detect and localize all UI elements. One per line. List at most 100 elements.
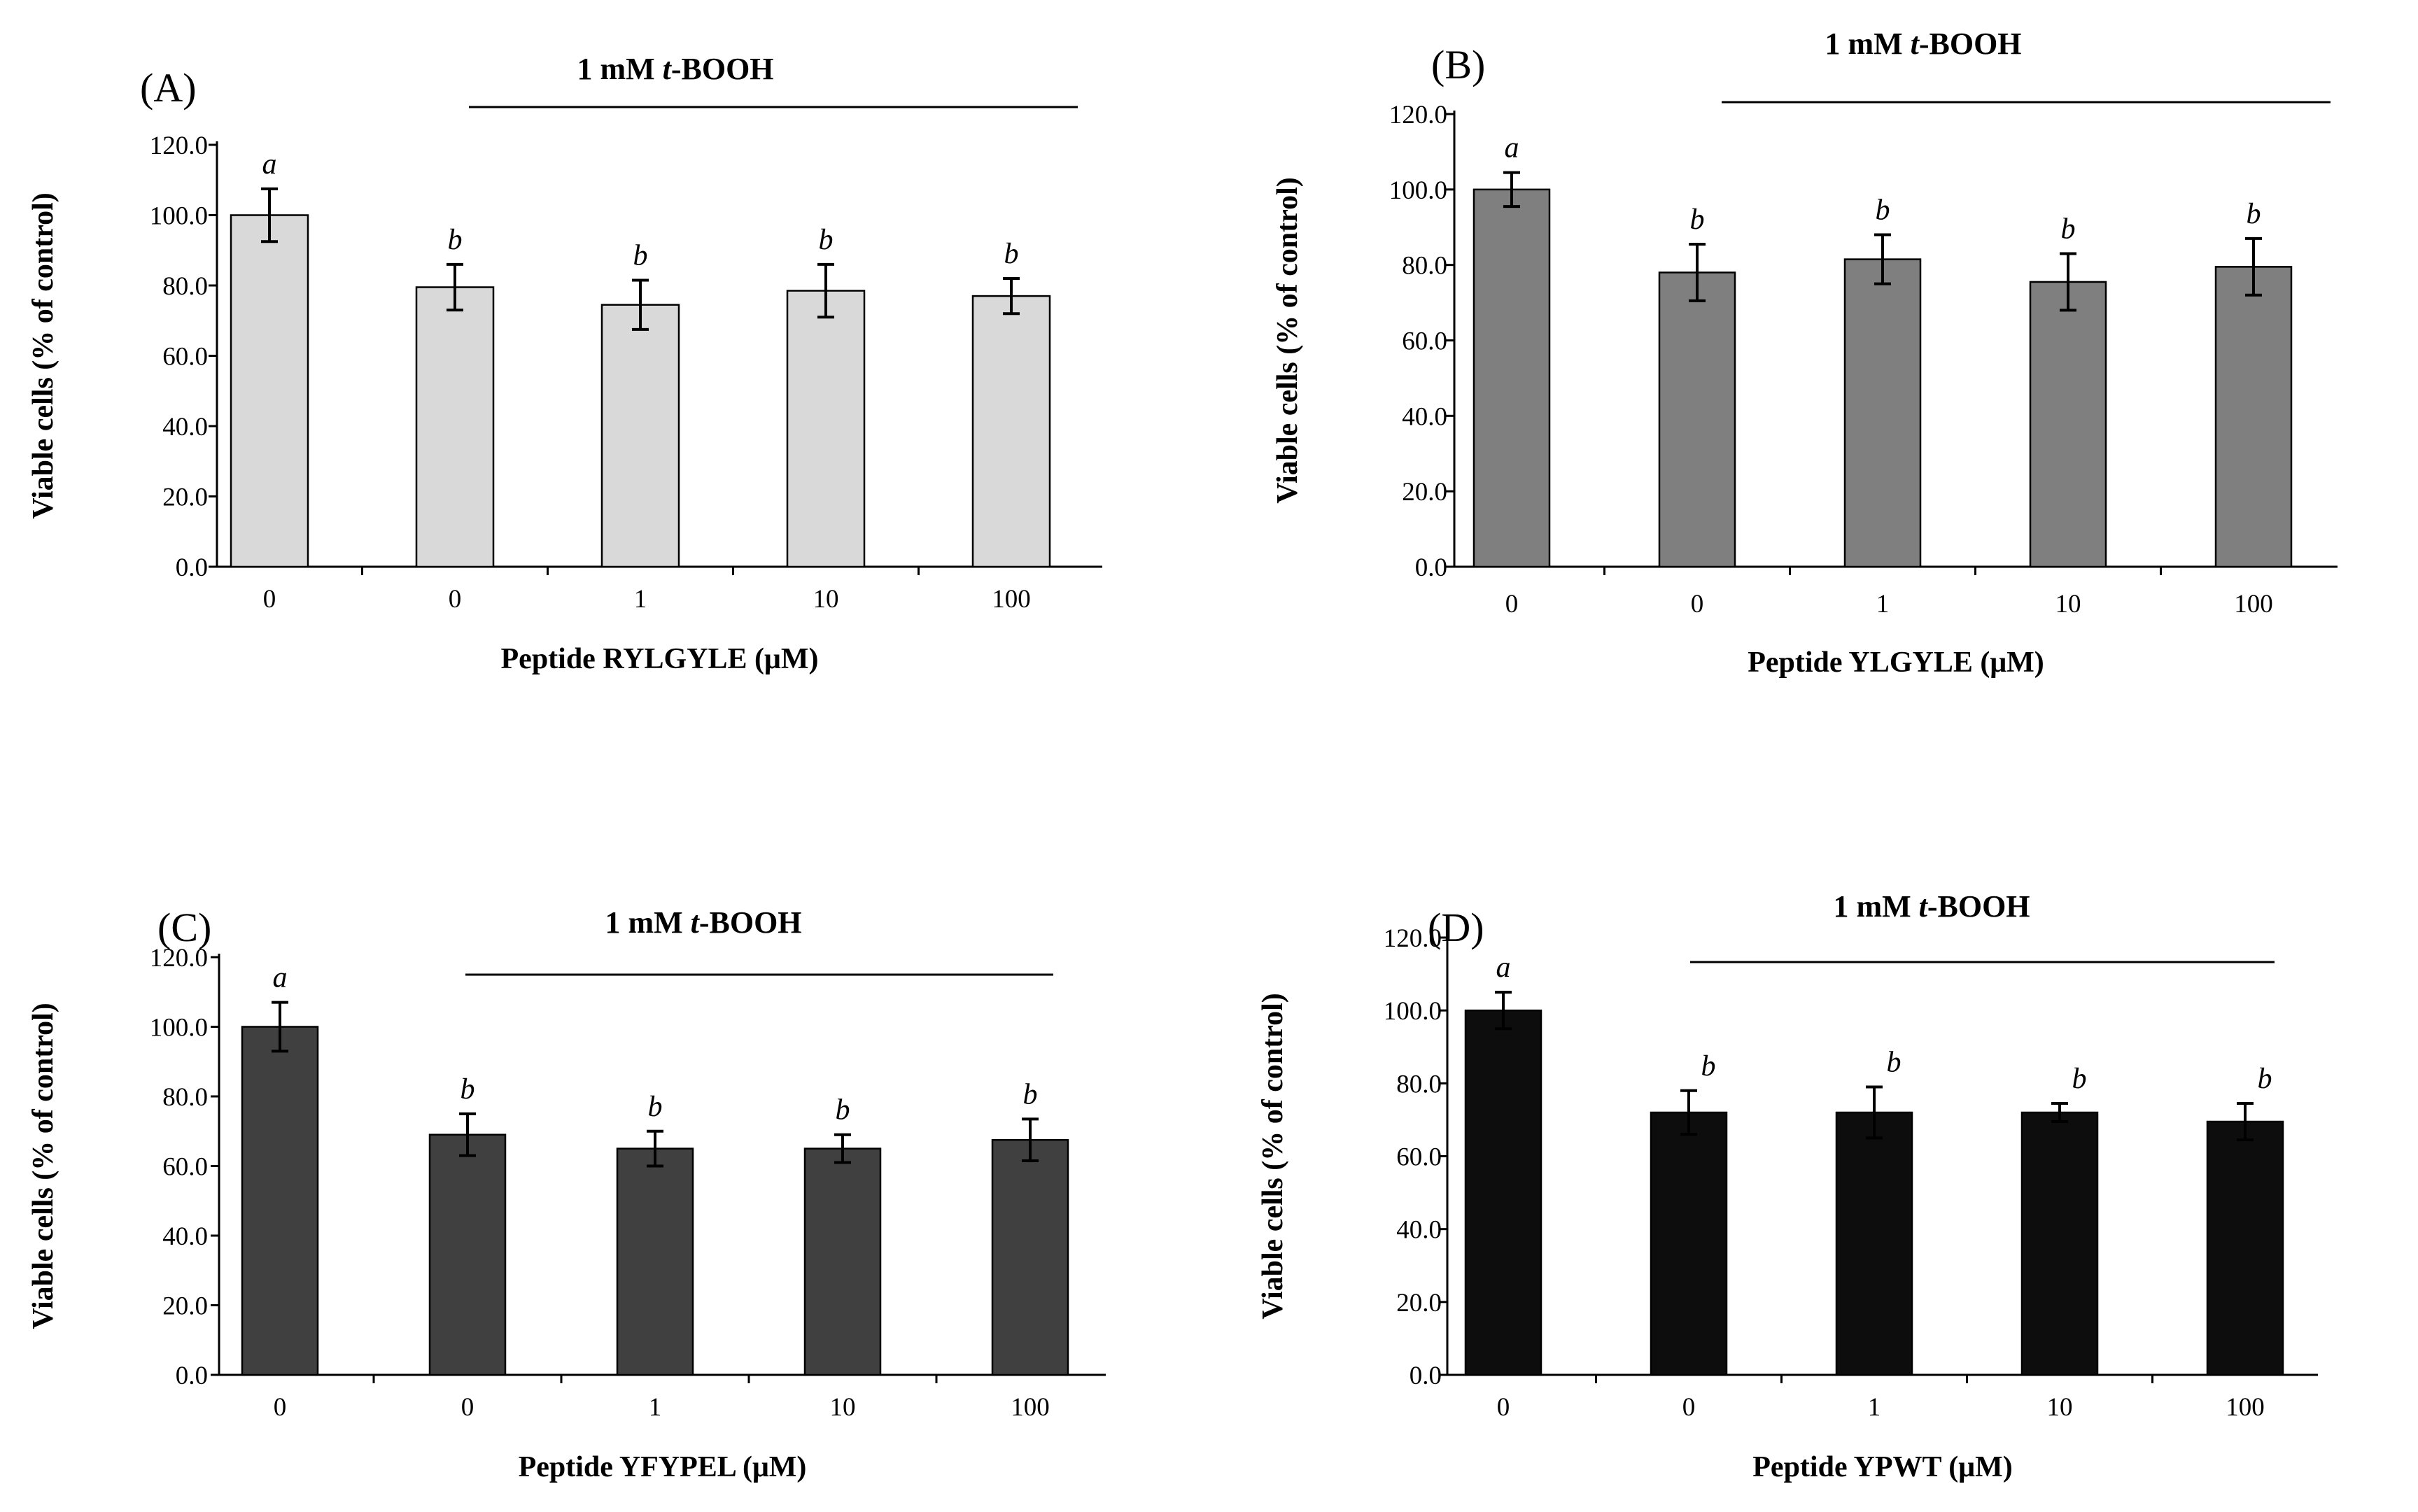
significance-letter: b (648, 1091, 663, 1123)
significance-letter: b (461, 1073, 475, 1105)
y-tick-label: 20.0 (1396, 1289, 1442, 1317)
significance-letter: b (2247, 198, 2261, 230)
y-tick-label: 0.0 (176, 553, 208, 582)
y-axis-title: Viable cells (% of control) (27, 192, 59, 519)
y-tick-label: 120.0 (1389, 101, 1447, 129)
y-tick-label: 120.0 (150, 944, 208, 973)
y-tick-label: 100.0 (150, 202, 208, 231)
treatment-label-prefix: 1 mM (1825, 27, 1910, 61)
panel-label: (B) (1431, 42, 1485, 87)
bar (616, 1147, 694, 1376)
x-tick-label: 10 (2047, 1393, 2073, 1422)
bar (786, 290, 866, 568)
panel-d: 0.0 20.0 40.0 60.0 80.0 100.0 120.0 a 0 b 0 b 1 b 10 b 1… (1257, 889, 2318, 1483)
y-tick-label: 100.0 (1389, 176, 1447, 205)
y-tick-label: 80.0 (162, 272, 208, 301)
treatment-label-suffix: -BOOH (1927, 889, 2030, 924)
panel-label: (A) (140, 65, 197, 111)
treatment-label-italic: t (1919, 889, 1929, 924)
y-tick-label: 0.0 (1415, 553, 1447, 582)
bar (415, 286, 495, 568)
y-tick-label: 0.0 (176, 1362, 208, 1390)
significance-letter: b (448, 224, 463, 256)
x-tick-label: 1 (634, 585, 647, 614)
bar (1843, 258, 1922, 568)
x-axis-title: Peptide YLGYLE (μM) (1748, 647, 2044, 679)
treatment-label-prefix: 1 mM (577, 52, 662, 86)
panel-a: 0.0 20.0 40.0 60.0 80.0 100.0 120.0 a 0 b 0 b 1 b 10 b 1… (27, 52, 1102, 675)
treatment-label: 1 mM t-BOOH (1833, 889, 2030, 924)
bar (230, 214, 309, 568)
y-tick-label: 60.0 (162, 343, 208, 372)
x-tick-label: 0 (449, 585, 462, 614)
y-tick-label: 40.0 (162, 1222, 208, 1251)
significance-letter: a (262, 148, 277, 181)
treatment-label-prefix: 1 mM (605, 905, 690, 940)
treatment-label-italic: t (663, 52, 673, 86)
x-tick-label: 10 (830, 1393, 856, 1422)
y-tick-label: 120.0 (1384, 924, 1442, 953)
x-tick-label: 1 (649, 1393, 662, 1422)
y-tick-label: 80.0 (1402, 252, 1447, 281)
x-tick-label: 0 (274, 1393, 287, 1422)
bar (803, 1147, 882, 1376)
treatment-label-italic: t (1911, 27, 1920, 61)
significance-letter: b (2072, 1063, 2087, 1095)
bar (1835, 1111, 1913, 1376)
y-tick-label: 80.0 (162, 1083, 208, 1112)
x-tick-label: 100 (1011, 1393, 1050, 1422)
y-tick-label: 100.0 (1384, 997, 1442, 1026)
bar (971, 295, 1051, 568)
significance-letter: b (1887, 1047, 1902, 1079)
y-tick-label: 40.0 (1396, 1216, 1442, 1245)
treatment-label-suffix: -BOOH (671, 52, 774, 86)
significance-letter: b (836, 1094, 850, 1126)
significance-letter: a (273, 962, 288, 994)
y-tick-label: 60.0 (1396, 1143, 1442, 1172)
panel-b: 0.0 20.0 40.0 60.0 80.0 100.0 120.0 a 0 b 0 b 1 b 10 b 1… (1272, 27, 2338, 679)
y-tick-label: 40.0 (1402, 402, 1447, 431)
significance-letter: b (1023, 1078, 1038, 1110)
x-axis-title: Peptide YFYPEL (μM) (519, 1451, 807, 1483)
x-tick-label: 0 (1497, 1393, 1510, 1422)
y-axis-title: Viable cells (% of control) (1272, 177, 1304, 504)
significance-letter: b (2258, 1063, 2272, 1095)
y-tick-label: 0.0 (1410, 1362, 1442, 1390)
y-tick-label: 20.0 (162, 1292, 208, 1321)
x-tick-label: 100 (2226, 1393, 2265, 1422)
x-axis-title: Peptide RYLGYLE (μM) (501, 643, 819, 675)
treatment-label-suffix: -BOOH (699, 905, 802, 940)
significance-letter: a (1505, 132, 1519, 164)
bar (600, 304, 680, 568)
significance-letter: b (819, 224, 834, 256)
x-tick-label: 0 (461, 1393, 475, 1422)
x-tick-label: 0 (263, 585, 276, 614)
x-tick-label: 10 (2055, 590, 2081, 619)
treatment-label: 1 mM t-BOOH (577, 52, 773, 86)
panel-label: (C) (157, 905, 211, 950)
treatment-label: 1 mM t-BOOH (1825, 27, 2021, 61)
y-tick-label: 80.0 (1396, 1070, 1442, 1098)
y-tick-label: 120.0 (150, 132, 208, 160)
panel-label: (D) (1428, 905, 1484, 950)
bar (428, 1133, 507, 1376)
bar (2020, 1111, 2099, 1376)
y-tick-label: 20.0 (1402, 478, 1447, 507)
bar (1472, 188, 1551, 568)
treatment-label: 1 mM t-BOOH (605, 905, 801, 940)
bar (1650, 1111, 1728, 1376)
significance-letter: b (1701, 1050, 1716, 1082)
x-tick-label: 100 (992, 585, 1031, 614)
treatment-label-italic: t (691, 905, 701, 940)
bar (991, 1138, 1069, 1376)
bar (241, 1026, 319, 1376)
y-tick-label: 20.0 (162, 483, 208, 512)
significance-letter: b (1004, 238, 1019, 270)
bar (2206, 1120, 2284, 1376)
x-tick-label: 10 (813, 585, 839, 614)
bar (1658, 271, 1736, 568)
bar (2214, 266, 2293, 568)
y-axis-title: Viable cells (% of control) (27, 1003, 59, 1329)
x-tick-label: 1 (1868, 1393, 1881, 1422)
significance-letter: a (1496, 952, 1511, 984)
